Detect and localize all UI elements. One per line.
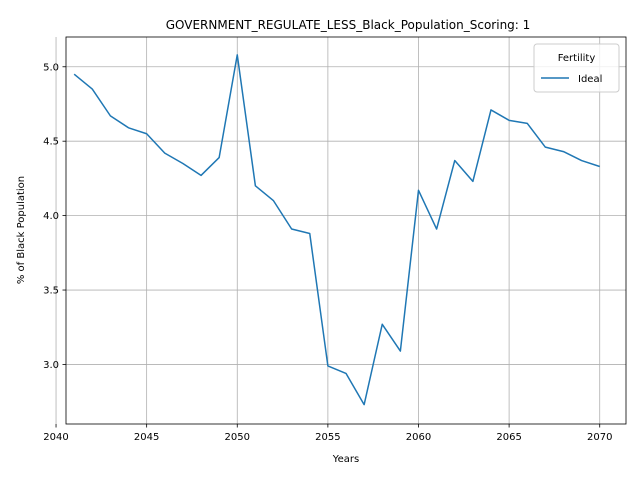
legend-box xyxy=(534,44,619,92)
x-tick-label-2060: 2060 xyxy=(406,432,431,443)
y-tick-label-3-5: 3.5 xyxy=(43,286,59,297)
x-axis-label: Years xyxy=(332,454,359,465)
legend-label-ideal: Ideal xyxy=(578,74,602,85)
x-tick-label-2050: 2050 xyxy=(225,432,250,443)
x-tick-label-2070: 2070 xyxy=(587,432,612,443)
legend: Fertility Ideal xyxy=(534,44,619,92)
y-tick-label-3-0: 3.0 xyxy=(43,360,59,371)
x-tick-label-2055: 2055 xyxy=(315,432,340,443)
plot-area xyxy=(66,37,626,424)
legend-title: Fertility xyxy=(558,53,596,64)
y-tick-label-4-5: 4.5 xyxy=(43,137,59,148)
x-tick-label-2045: 2045 xyxy=(134,432,159,443)
y-axis-label: % of Black Population xyxy=(16,176,27,284)
y-tick-label-4-0: 4.0 xyxy=(43,211,59,222)
y-tick-label-5-0: 5.0 xyxy=(43,62,59,73)
chart-title: GOVERNMENT_REGULATE_LESS_Black_Populatio… xyxy=(166,18,531,32)
x-tick-label-2065: 2065 xyxy=(496,432,521,443)
x-tick-label-2040: 2040 xyxy=(43,432,68,443)
